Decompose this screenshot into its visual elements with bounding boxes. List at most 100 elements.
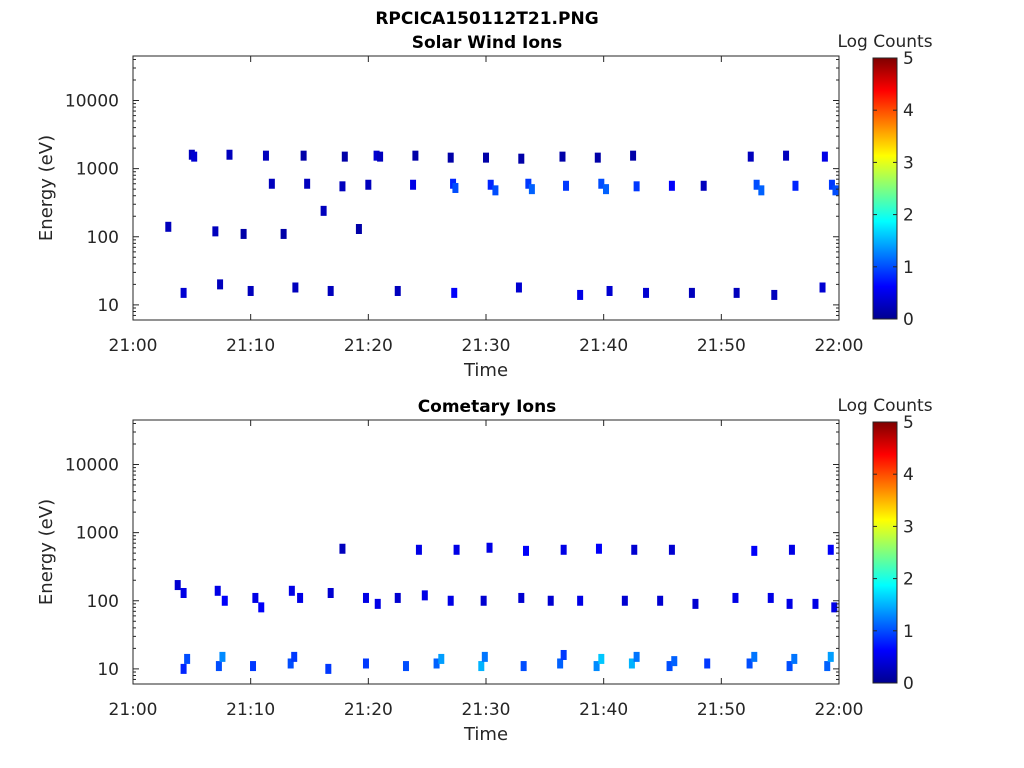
heatmap-cells xyxy=(174,542,838,674)
heatmap-cell xyxy=(215,661,222,672)
heatmap-cell xyxy=(487,179,494,190)
heatmap-cell xyxy=(832,185,839,196)
heatmap-cell xyxy=(751,545,758,556)
panel-cometary: Cometary Ions 21:00 21:10 21:20 21:30 21:40 2… xyxy=(36,396,933,745)
x-tick-label: 21:40 xyxy=(579,336,628,356)
colorbar-tick-label: 2 xyxy=(903,570,914,590)
x-tick-label: 21:40 xyxy=(579,700,628,720)
heatmap-cell xyxy=(747,151,754,162)
heatmap-cell xyxy=(365,179,372,190)
x-tick-label: 22:00 xyxy=(815,336,864,356)
heatmap-cell xyxy=(788,544,795,555)
heatmap-cell xyxy=(325,663,332,674)
plot-area xyxy=(132,55,840,321)
heatmap-cell xyxy=(523,545,530,556)
heatmap-cell xyxy=(421,590,428,601)
heatmap-cell xyxy=(594,152,601,163)
heatmap-cell xyxy=(633,651,640,662)
heatmap-cell xyxy=(792,180,799,191)
heatmap-cell xyxy=(598,653,605,664)
y-tick-label: 10000 xyxy=(65,456,119,476)
heatmap-cell xyxy=(560,544,567,555)
heatmap-cell xyxy=(280,228,287,239)
heatmap-cell xyxy=(557,658,564,669)
heatmap-cell xyxy=(520,661,527,672)
heatmap-cell xyxy=(287,658,294,669)
heatmap-cell xyxy=(447,152,454,163)
heatmap-cell xyxy=(480,595,487,606)
colorbar-tick-label: 0 xyxy=(903,674,914,694)
colorbar-tick-label: 1 xyxy=(903,258,914,278)
heatmap-cell xyxy=(258,602,265,613)
x-axis-label: Time xyxy=(463,360,508,381)
heatmap-cell xyxy=(827,651,834,662)
x-axis: 21:00 21:10 21:20 21:30 21:40 21:50 22:00 xyxy=(109,420,864,720)
heatmap-cell xyxy=(362,658,369,669)
heatmap-cell xyxy=(603,184,610,195)
heatmap-cell xyxy=(288,585,295,596)
heatmap-cell xyxy=(247,285,254,296)
heatmap-cell xyxy=(402,661,409,672)
x-tick-label: 21:30 xyxy=(462,336,511,356)
heatmap-cell xyxy=(320,205,327,216)
heatmap-cell xyxy=(577,595,584,606)
heatmap-cell xyxy=(483,152,489,163)
heatmap-cell xyxy=(191,151,198,162)
heatmap-cell xyxy=(525,178,532,189)
colorbar-tick-label: 4 xyxy=(903,465,914,485)
panel-title: Cometary Ions xyxy=(418,397,557,417)
heatmap-cell xyxy=(821,151,828,162)
heatmap-cell xyxy=(643,287,650,298)
colorbar-tick-label: 3 xyxy=(903,153,914,173)
heatmap-cell xyxy=(339,181,346,192)
heatmap-cell xyxy=(486,542,493,553)
colorbar-gradient xyxy=(872,57,898,320)
y-axis-label: Energy (eV) xyxy=(36,499,57,605)
heatmap-cell xyxy=(300,150,307,161)
heatmap-cell xyxy=(412,150,419,161)
heatmap-cell xyxy=(362,592,369,603)
heatmap-cell xyxy=(700,180,707,191)
heatmap-cell xyxy=(433,658,440,669)
heatmap-cell xyxy=(341,151,348,162)
heatmap-cell xyxy=(453,544,460,555)
plot-area xyxy=(132,419,840,685)
colorbar-tick-label: 3 xyxy=(903,517,914,537)
heatmap-cell xyxy=(481,651,488,662)
heatmap-cell xyxy=(563,180,570,191)
heatmap-cell xyxy=(560,649,567,660)
heatmap-cell xyxy=(771,289,778,300)
colorbar-tick-label: 2 xyxy=(903,206,914,226)
heatmap-cell xyxy=(621,595,628,606)
heatmap-cell xyxy=(377,151,384,162)
colorbar-gradient xyxy=(872,421,898,684)
heatmap-cell xyxy=(628,658,635,669)
colorbar: Log Counts 0 1 2 3 4 5 xyxy=(837,32,932,330)
x-axis-label: Time xyxy=(463,724,508,745)
heatmap-cell xyxy=(828,179,835,190)
heatmap-cell xyxy=(758,185,765,196)
heatmap-cell xyxy=(214,585,221,596)
x-tick-label: 21:00 xyxy=(109,336,158,356)
heatmap-cell xyxy=(631,544,638,555)
panel-solar-wind: Solar Wind Ions 21:00 21:10 21:20 21:30 21:4… xyxy=(36,32,933,381)
x-tick-label: 21:50 xyxy=(697,700,746,720)
heatmap-cell xyxy=(704,658,711,669)
heatmap-cell xyxy=(184,653,191,664)
heatmap-cell xyxy=(394,285,401,296)
heatmap-cell xyxy=(292,282,299,293)
heatmap-cell xyxy=(304,178,311,189)
heatmap-cell xyxy=(786,661,793,672)
heatmap-cell xyxy=(733,287,740,298)
heatmap-cell xyxy=(180,287,187,298)
y-axis: 10 100 1000 10000 xyxy=(65,422,839,685)
heatmap-cell xyxy=(598,178,605,189)
heatmap-cell xyxy=(753,179,760,190)
heatmap-cell xyxy=(217,279,224,290)
heatmap-cell xyxy=(791,653,798,664)
y-tick-label: 1000 xyxy=(76,160,119,180)
y-axis: 10 100 1000 10000 xyxy=(65,58,839,321)
heatmap-cell xyxy=(593,661,600,672)
heatmap-cell xyxy=(812,598,819,609)
colorbar-tick-label: 5 xyxy=(903,413,914,433)
